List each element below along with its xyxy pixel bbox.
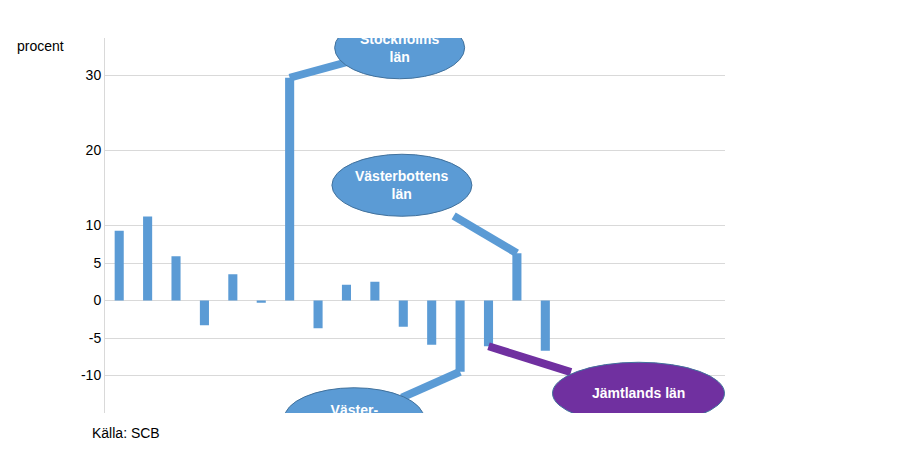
svg-text:30: 30 [86, 67, 102, 83]
svg-text:20: 20 [86, 142, 102, 158]
svg-text:Källa: SCB: Källa: SCB [92, 425, 160, 441]
svg-text:Västerbottenslän: Västerbottenslän [355, 168, 449, 202]
svg-text:5: 5 [93, 255, 101, 271]
svg-text:Väster-norrlands län: Väster-norrlands län [310, 402, 399, 436]
svg-text:Jämtlands län: Jämtlands län [592, 385, 685, 401]
svg-text:0: 0 [93, 292, 101, 308]
svg-text:-5: -5 [89, 330, 102, 346]
svg-text:10: 10 [86, 217, 102, 233]
svg-text:Stockholmslän: Stockholmslän [360, 31, 440, 65]
svg-text:-10: -10 [81, 367, 101, 383]
svg-text:procent: procent [17, 38, 64, 54]
